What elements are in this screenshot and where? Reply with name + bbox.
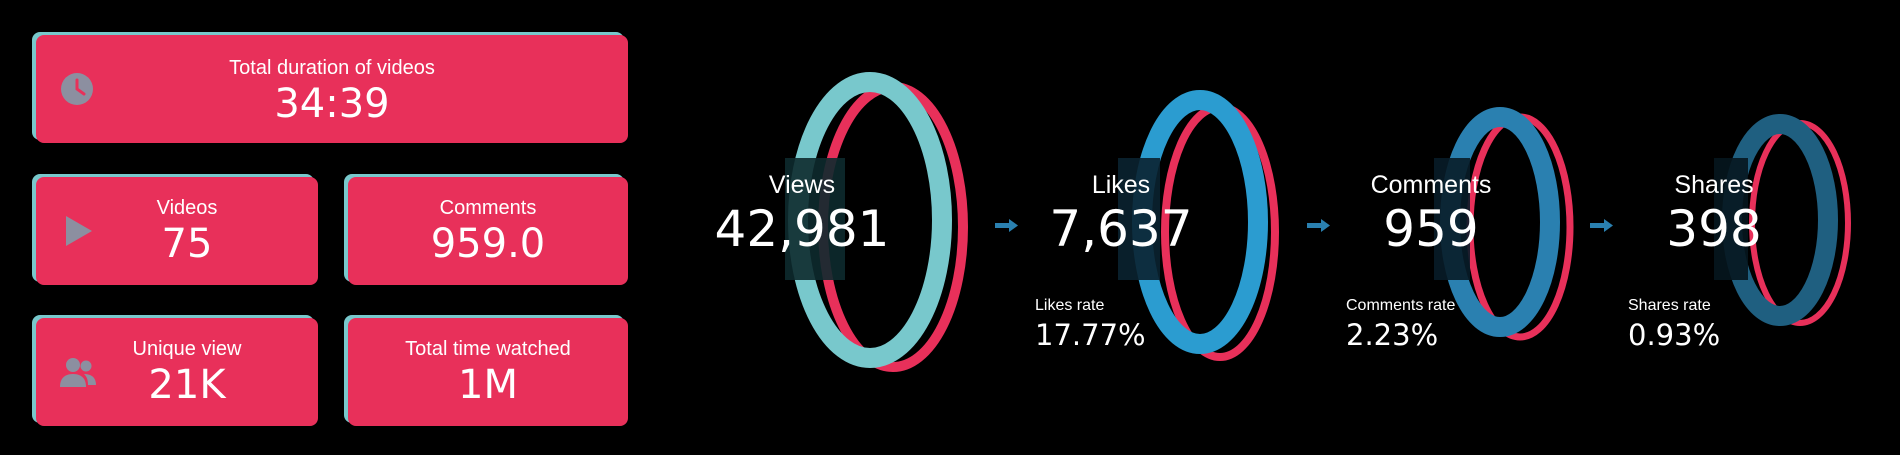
views-title: Views — [768, 171, 836, 199]
arrow-right-icon — [1590, 219, 1613, 232]
shares-value: 398 — [1666, 200, 1762, 258]
likes-ring — [1118, 90, 1279, 361]
comments-label: Comments — [439, 197, 537, 219]
unique-view-value: 21K — [148, 362, 226, 408]
comments-rate-label: Comments rate — [1346, 297, 1456, 314]
users-icon — [58, 353, 96, 391]
comments-funnel-value: 959 — [1383, 200, 1479, 258]
comments-card: Comments 959.0 — [348, 177, 628, 285]
shares-ring — [1714, 114, 1851, 326]
videos-value: 75 — [161, 221, 213, 267]
shares-rate-value: 0.93% — [1628, 318, 1721, 352]
unique-view-card: Unique view 21K — [36, 318, 318, 426]
time-watched-value: 1M — [458, 362, 518, 408]
total-duration-value: 34:39 — [274, 81, 390, 127]
play-icon — [58, 212, 96, 250]
unique-view-label: Unique view — [132, 338, 242, 360]
arrow-right-icon — [1307, 219, 1330, 232]
likes-rate-label: Likes rate — [1035, 297, 1105, 314]
time-watched-card: Total time watched 1M — [348, 318, 628, 426]
shares-title: Shares — [1674, 171, 1754, 199]
comments-value: 959.0 — [430, 221, 546, 267]
videos-label: Videos — [156, 197, 218, 219]
arrow-right-icon — [995, 219, 1018, 232]
total-duration-label: Total duration of videos — [229, 57, 435, 79]
total-duration-card: Total duration of videos 34:39 — [36, 35, 628, 143]
views-ring — [785, 72, 968, 372]
videos-card: Videos 75 — [36, 177, 318, 285]
clock-icon — [58, 70, 96, 108]
shares-rate-label: Shares rate — [1628, 297, 1711, 314]
likes-value: 7,637 — [1049, 200, 1193, 258]
comments-rate-value: 2.23% — [1346, 318, 1439, 352]
comments-title: Comments — [1370, 171, 1492, 199]
comments-ring — [1434, 107, 1574, 341]
likes-rate-value: 17.77% — [1035, 318, 1146, 352]
views-value: 42,981 — [714, 200, 890, 258]
likes-title: Likes — [1091, 171, 1151, 199]
time-watched-label: Total time watched — [405, 338, 571, 360]
